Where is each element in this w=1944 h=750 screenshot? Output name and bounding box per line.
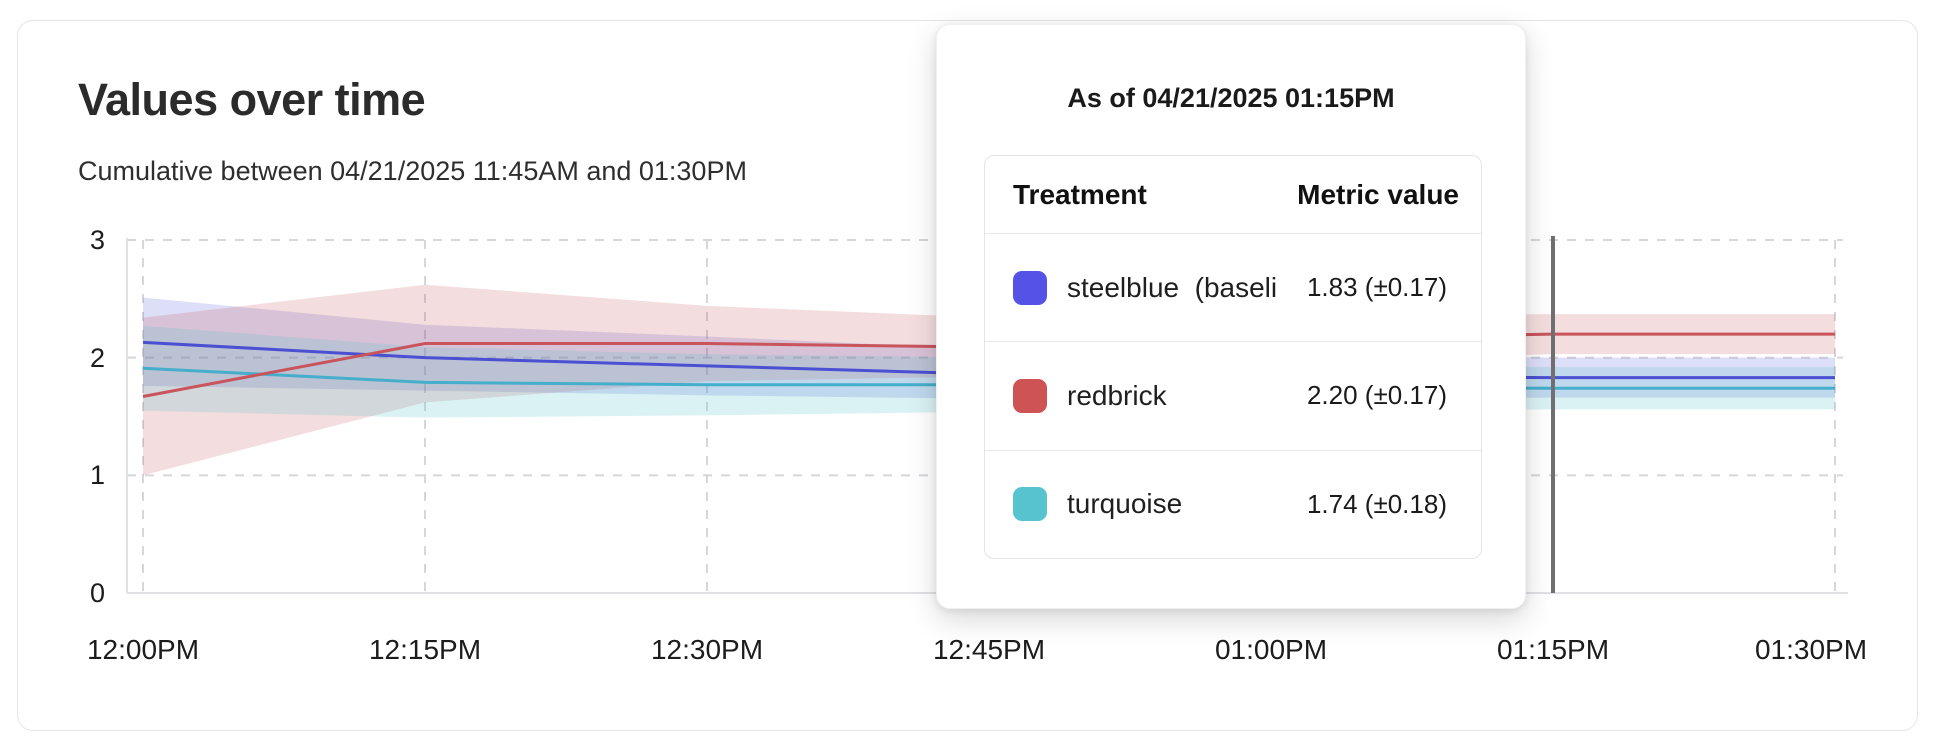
treatment-column-header: Treatment (1013, 178, 1147, 210)
treatment-label: turquoise (1067, 488, 1183, 520)
metric-value: 2.20 (±0.17) (1306, 380, 1447, 411)
series-color-swatch (1013, 378, 1047, 413)
tooltip-table-header: Treatment Metric value (985, 156, 1481, 234)
chart-tooltip: As of 04/21/2025 01:15PM Treatment Metri… (936, 24, 1526, 609)
tooltip-row: redbrick 2.20 (±0.17) (985, 342, 1481, 451)
page-subtitle: Cumulative between 04/21/2025 11:45AM an… (78, 156, 747, 186)
x-tick-label: 12:30PM (650, 634, 764, 665)
y-tick-label: 1 (89, 460, 105, 491)
series-color-swatch (1013, 487, 1047, 522)
tooltip-row: turquoise 1.74 (±0.18) (985, 451, 1481, 558)
x-tick-label: 01:00PM (1214, 634, 1328, 665)
x-tick-label: 12:00PM (86, 634, 200, 665)
x-tick-label: 12:45PM (932, 634, 1046, 665)
treatment-label: redbrick (1067, 379, 1167, 411)
metric-value: 1.74 (±0.18) (1306, 488, 1447, 519)
tooltip-title: As of 04/21/2025 01:15PM (1067, 83, 1395, 113)
page-title: Values over time (78, 74, 426, 125)
tooltip-table: Treatment Metric value steelblue (baseli… (984, 155, 1482, 559)
x-tick-label: 01:15PM (1496, 634, 1610, 665)
tooltip-row: steelblue (baseli 1.83 (±0.17) (985, 234, 1481, 343)
y-tick-label: 3 (89, 224, 105, 255)
x-tick-label: 12:15PM (368, 634, 482, 665)
x-tick-label: 01:30PM (1754, 634, 1868, 665)
series-color-swatch (1013, 270, 1047, 305)
treatment-label: steelblue (baseli (1067, 271, 1278, 303)
metric-value: 1.83 (±0.17) (1306, 272, 1447, 303)
y-tick-label: 2 (89, 342, 105, 373)
y-tick-label: 0 (89, 578, 105, 608)
metric-value-column-header: Metric value (1297, 178, 1459, 210)
